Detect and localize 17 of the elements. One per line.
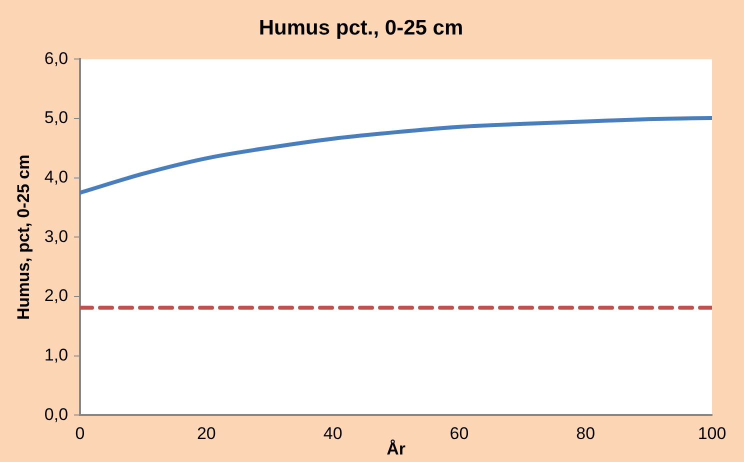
y-axis-title: Humus, pct, 0-25 cm bbox=[14, 154, 33, 320]
x-tick-label: 60 bbox=[450, 424, 469, 444]
y-tick-label: 6,0 bbox=[44, 48, 68, 68]
x-tick-label: 20 bbox=[196, 424, 216, 444]
x-axis-title: År bbox=[386, 439, 406, 458]
x-tick-label: 100 bbox=[698, 424, 726, 444]
x-tick-label: 80 bbox=[576, 424, 596, 444]
line-series bbox=[80, 116, 712, 195]
y-tick-label: 4,0 bbox=[44, 168, 68, 187]
y-tick-label: 1,0 bbox=[44, 346, 68, 365]
y-tick-label: 0,0 bbox=[44, 404, 68, 424]
y-tick-label: 5,0 bbox=[44, 108, 68, 128]
chart-title: Humus pct., 0-25 cm bbox=[258, 16, 464, 40]
y-tick-label: 3,0 bbox=[44, 226, 68, 246]
x-tick-label: 0 bbox=[75, 424, 85, 444]
x-tick-label: 40 bbox=[323, 424, 342, 444]
y-tick-label: 2,0 bbox=[44, 286, 68, 306]
